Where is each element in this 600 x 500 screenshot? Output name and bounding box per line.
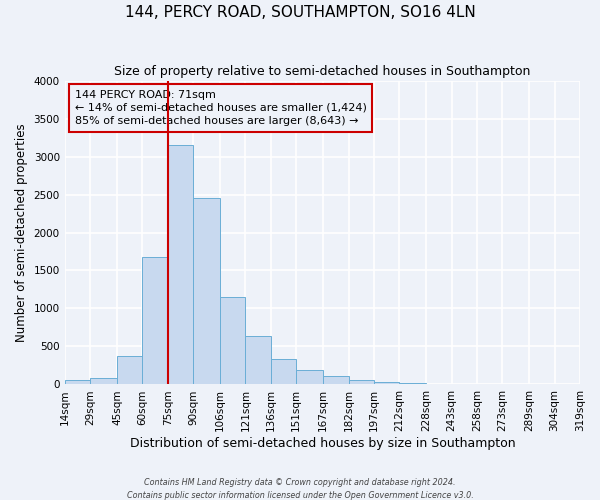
Y-axis label: Number of semi-detached properties: Number of semi-detached properties	[15, 123, 28, 342]
Bar	[90, 378, 117, 384]
Bar	[168, 145, 193, 384]
Bar	[296, 370, 323, 384]
Bar	[245, 336, 271, 384]
Bar	[193, 198, 220, 384]
Bar	[349, 380, 374, 384]
Bar	[220, 297, 245, 384]
Title: Size of property relative to semi-detached houses in Southampton: Size of property relative to semi-detach…	[114, 65, 530, 78]
Bar	[142, 257, 168, 384]
Text: 144 PERCY ROAD: 71sqm
← 14% of semi-detached houses are smaller (1,424)
85% of s: 144 PERCY ROAD: 71sqm ← 14% of semi-deta…	[75, 90, 367, 126]
Bar	[117, 356, 142, 384]
Text: 144, PERCY ROAD, SOUTHAMPTON, SO16 4LN: 144, PERCY ROAD, SOUTHAMPTON, SO16 4LN	[125, 5, 475, 20]
Bar	[65, 380, 90, 384]
Bar	[323, 376, 349, 384]
X-axis label: Distribution of semi-detached houses by size in Southampton: Distribution of semi-detached houses by …	[130, 437, 515, 450]
Bar	[374, 382, 399, 384]
Text: Contains HM Land Registry data © Crown copyright and database right 2024.
Contai: Contains HM Land Registry data © Crown c…	[127, 478, 473, 500]
Bar	[271, 360, 296, 384]
